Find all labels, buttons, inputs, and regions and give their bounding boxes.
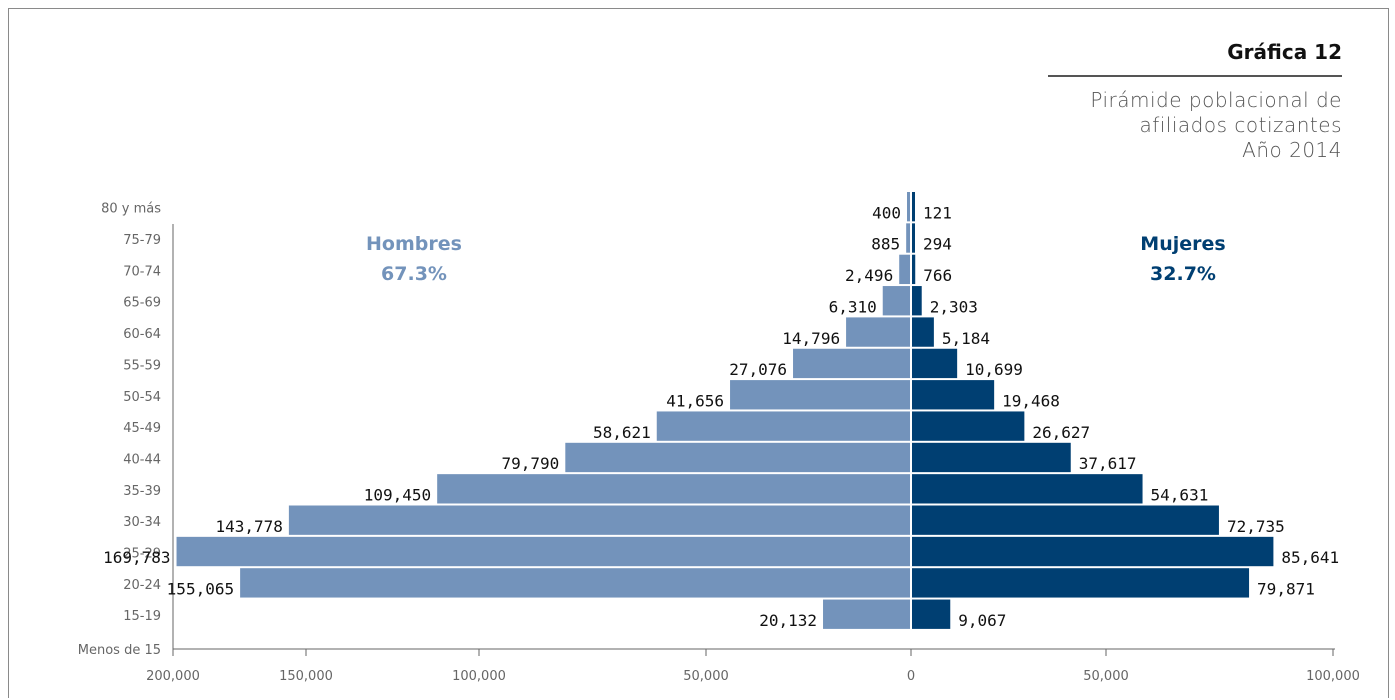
x-tick-label: 100,000: [452, 669, 506, 684]
bar-mujeres: [912, 380, 995, 410]
age-group-label: 40-44: [123, 452, 161, 467]
age-group-label: 55-59: [123, 358, 161, 373]
age-group-label: 60-64: [123, 327, 161, 342]
data-label-mujeres: 2,303: [930, 297, 978, 316]
bar-mujeres: [912, 348, 958, 379]
legend-mujeres-share: 32.7%: [1150, 263, 1216, 285]
bar-hombres: [823, 599, 910, 629]
age-group-label: 45-49: [123, 421, 161, 436]
data-label-hombres: 400: [872, 203, 901, 222]
data-label-hombres: 20,132: [759, 611, 817, 630]
data-label-hombres: 6,310: [829, 297, 877, 316]
bar-hombres: [730, 380, 910, 410]
data-label-mujeres: 766: [923, 266, 952, 285]
data-label-hombres: 2,496: [845, 266, 893, 285]
x-tick-label: 0: [907, 669, 915, 684]
chart-frame: [8, 8, 1389, 698]
data-label-hombres: 14,796: [782, 329, 840, 348]
data-label-hombres: 58,621: [593, 423, 651, 442]
bar-hombres: [437, 474, 910, 504]
age-group-label: 70-74: [123, 264, 161, 279]
age-group-label: 75-79: [123, 233, 161, 248]
x-tick-label: 100,000: [1306, 669, 1360, 684]
chart-title-line-2: afiliados cotizantes: [1139, 113, 1342, 137]
data-label-mujeres: 54,631: [1151, 486, 1209, 505]
x-tick-label: 150,000: [279, 669, 333, 684]
data-label-mujeres: 37,617: [1079, 454, 1137, 473]
bar-hombres: [565, 442, 910, 473]
data-label-mujeres: 19,468: [1002, 391, 1060, 410]
bar-mujeres: [912, 505, 1219, 535]
chart-title-line-3: Año 2014: [1242, 138, 1342, 162]
bar-hombres: [793, 348, 910, 379]
age-group-label: 80 y más: [101, 202, 161, 217]
data-label-mujeres: 294: [923, 235, 952, 254]
x-tick-label: 50,000: [1083, 669, 1129, 684]
bar-hombres: [288, 505, 910, 535]
data-label-hombres: 79,790: [502, 454, 560, 473]
data-label-hombres: 143,778: [215, 517, 282, 536]
data-label-hombres: 169,783: [103, 548, 170, 567]
x-tick-label: 50,000: [683, 669, 729, 684]
bar-mujeres: [912, 411, 1025, 441]
data-label-mujeres: 72,735: [1227, 517, 1285, 536]
figure-label: Gráfica 12: [1227, 40, 1342, 64]
legend-mujeres-name: Mujeres: [1140, 233, 1225, 255]
bar-mujeres: [912, 442, 1071, 473]
data-label-hombres: 109,450: [364, 486, 431, 505]
bar-hombres: [907, 192, 910, 222]
data-label-mujeres: 121: [923, 203, 952, 222]
bar-mujeres: [912, 286, 922, 316]
bar-hombres: [906, 223, 910, 253]
bar-hombres: [240, 568, 910, 598]
data-label-mujeres: 10,699: [965, 360, 1023, 379]
data-label-hombres: 27,076: [729, 360, 787, 379]
bar-hombres: [882, 286, 910, 316]
data-label-mujeres: 79,871: [1257, 580, 1315, 599]
data-label-mujeres: 26,627: [1032, 423, 1090, 442]
age-group-label: Menos de 15: [78, 643, 161, 658]
bar-hombres: [899, 254, 910, 285]
chart-title: Pirámide poblacional de afiliados cotiza…: [1090, 88, 1342, 163]
bar-mujeres: [912, 223, 915, 253]
age-group-label: 25-29: [123, 547, 161, 562]
age-group-label: 50-54: [123, 390, 161, 405]
data-label-hombres: 41,656: [666, 391, 724, 410]
title-rule: [1048, 75, 1342, 77]
age-group-label: 30-34: [123, 515, 161, 530]
bar-mujeres: [912, 568, 1250, 598]
data-label-mujeres: 5,184: [942, 329, 990, 348]
bar-mujeres: [912, 474, 1143, 504]
age-group-label: 35-39: [123, 484, 161, 499]
bar-hombres: [176, 536, 910, 567]
data-label-hombres: 885: [871, 235, 900, 254]
legend-hombres-name: Hombres: [366, 233, 462, 255]
bar-hombres: [656, 411, 910, 441]
age-group-label: 65-69: [123, 296, 161, 311]
age-group-label: 20-24: [123, 578, 161, 593]
legend-hombres-share: 67.3%: [381, 263, 447, 285]
data-label-mujeres: 85,641: [1281, 548, 1339, 567]
bar-mujeres: [912, 599, 951, 629]
x-tick-label: 200,000: [146, 669, 200, 684]
data-label-hombres: 155,065: [167, 580, 234, 599]
bar-mujeres: [912, 317, 934, 347]
age-group-label: 15-19: [123, 609, 161, 624]
chart-title-line-1: Pirámide poblacional de: [1090, 88, 1342, 112]
bar-hombres: [846, 317, 910, 347]
bar-mujeres: [912, 254, 916, 285]
data-label-mujeres: 9,067: [958, 611, 1006, 630]
bar-mujeres: [912, 536, 1274, 567]
bar-mujeres: [912, 192, 915, 222]
